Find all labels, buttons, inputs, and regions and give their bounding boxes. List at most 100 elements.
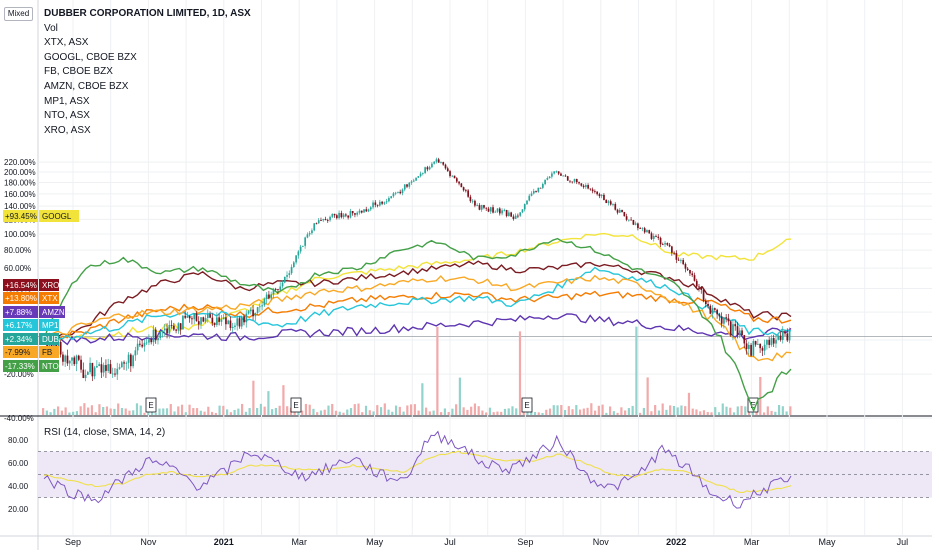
value-badge [3, 292, 38, 304]
candle-body [609, 201, 612, 205]
candle-body [213, 323, 216, 325]
overlay-xro: XRO, ASX [44, 124, 91, 136]
candle-body [471, 200, 474, 202]
value-badge [3, 210, 38, 222]
candle-body [704, 300, 707, 304]
series-badge-label: DUB [42, 335, 59, 344]
candle-body [367, 209, 370, 212]
value-badge-label: +16.54% [5, 281, 37, 290]
candle-body [130, 354, 132, 367]
volume-bar [533, 411, 537, 415]
volume-bar [391, 411, 394, 415]
candle-body [349, 210, 352, 218]
volume-bar [721, 403, 724, 415]
y-tick-label: 180.00% [4, 179, 36, 188]
candle-body [399, 191, 402, 194]
volume-bar [684, 406, 687, 415]
series-badge-label: MP1 [42, 321, 59, 330]
candle-body [118, 367, 121, 369]
candle-body [741, 330, 743, 336]
x-tick-label: 2021 [214, 537, 234, 547]
volume-bar [338, 411, 341, 415]
candle-body [761, 348, 764, 351]
candle-body [173, 325, 175, 330]
candle-body [46, 344, 48, 347]
volume-bar [586, 407, 589, 415]
volume-bar [177, 406, 180, 415]
volume-bar [781, 406, 784, 415]
candle-body [277, 289, 279, 291]
candle-body [234, 325, 236, 327]
candle-body [91, 362, 94, 377]
candle-body [166, 328, 168, 334]
candle-body [449, 171, 451, 177]
candle-body [492, 207, 494, 213]
volume-bar [518, 331, 522, 415]
volume-bar [680, 405, 683, 415]
candle-body [510, 212, 513, 217]
volume-bar [766, 406, 769, 415]
candle-body [288, 273, 291, 276]
volume-bar [443, 408, 446, 415]
volume-bar [575, 405, 578, 415]
candle-body [259, 306, 261, 308]
series-badge-label: AMZN [42, 308, 65, 317]
candle-body [514, 215, 517, 219]
candle-body [392, 193, 395, 197]
volume-bar [184, 412, 187, 415]
candle-body [299, 246, 302, 252]
candle-body [455, 178, 458, 182]
rsi-title: RSI (14, close, SMA, 14, 2) [44, 427, 166, 438]
candle-body [401, 189, 404, 194]
candle-body [77, 355, 80, 360]
candle-body [281, 282, 284, 287]
volume-bar [511, 406, 514, 415]
candle-body [306, 234, 309, 238]
mixed-scale-button[interactable]: Mixed [4, 7, 33, 21]
volume-bar [560, 405, 563, 415]
volume-bar [383, 403, 386, 415]
volume-bar [605, 412, 608, 415]
volume-bar [143, 412, 146, 415]
candle-body [655, 235, 657, 237]
volume-bar [308, 404, 311, 415]
earnings-marker [290, 397, 302, 413]
candle-body [723, 317, 725, 324]
candle-body [123, 362, 125, 364]
volume-bar [609, 406, 612, 415]
candle-body [505, 209, 508, 217]
candle-body [605, 199, 608, 204]
candle-body [388, 198, 390, 202]
candle-body [711, 308, 714, 314]
volume-bar [657, 410, 661, 415]
volume-bar [158, 408, 161, 415]
candle-body [786, 333, 789, 341]
volume-bar [402, 411, 405, 415]
candle-body [220, 319, 223, 322]
candle-body [270, 294, 273, 299]
volume-bar [706, 411, 709, 415]
candle-body [105, 365, 107, 371]
candle-body [779, 335, 782, 340]
candle-body [494, 211, 497, 213]
overlay-fb: FB, CBOE BZX [44, 66, 113, 78]
candle-body [109, 364, 112, 374]
volume-bar [162, 408, 165, 415]
volume-bar [387, 409, 390, 415]
y-tick-label: 220.00% [4, 158, 36, 167]
candle-body [422, 172, 424, 174]
volume-bar [117, 403, 120, 415]
candle-body [535, 191, 537, 192]
candle-body [566, 176, 569, 181]
candle-body [363, 209, 365, 213]
volume-bar [687, 392, 691, 415]
candle-body [652, 235, 655, 239]
value-badge [3, 279, 38, 291]
candle-body [564, 175, 567, 177]
volume-bar [428, 411, 431, 415]
candle-body [569, 180, 571, 182]
candle-body [295, 255, 297, 263]
x-tick-label: 2022 [666, 537, 686, 547]
candle-body [120, 362, 123, 368]
candle-body [326, 220, 329, 221]
